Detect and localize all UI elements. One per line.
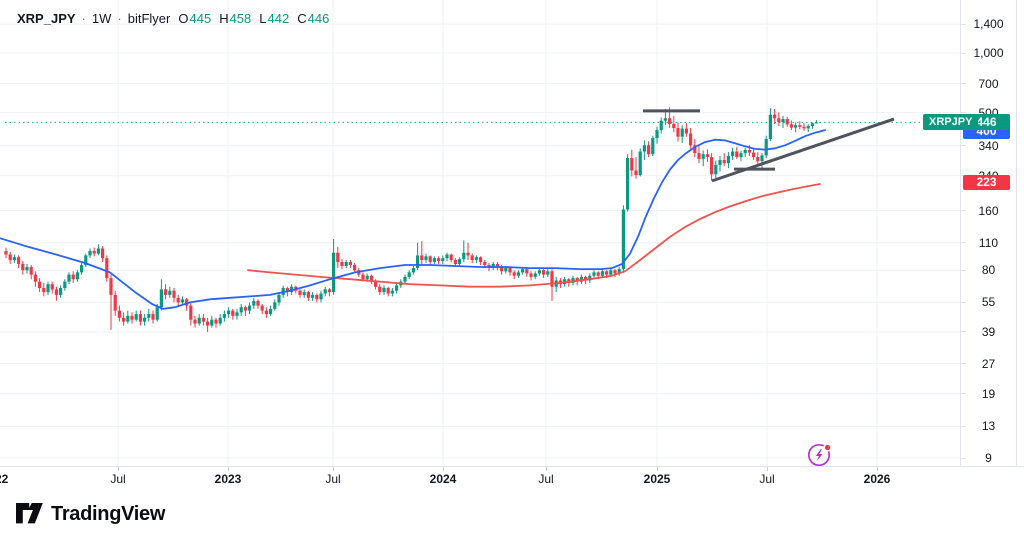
price-axis[interactable]: 2,0001,4001,0007005003402401601108055392…	[960, 0, 1017, 466]
time-axis-tick-mark	[118, 467, 119, 471]
grid-lines	[0, 0, 960, 466]
tradingview-wordmark: TradingView	[51, 503, 166, 525]
price-axis-label: 13	[981, 419, 996, 434]
time-axis-tick-mark	[546, 467, 547, 471]
lightning-icon	[807, 443, 832, 467]
ohlc-low: L 442	[259, 11, 290, 26]
time-axis-label: Jul	[538, 472, 554, 486]
flash-events-icon[interactable]	[806, 441, 834, 469]
time-axis[interactable]: 2022 Jul 2023 Jul 2024 Jul 2025 Jul 2026	[0, 466, 1024, 491]
price-axis-tick-mark	[961, 425, 966, 427]
time-axis-label: Jul	[110, 472, 126, 486]
price-axis-label: 9	[985, 451, 992, 466]
price-axis-label: 39	[981, 324, 996, 339]
price-axis-tick-mark	[961, 363, 966, 365]
time-axis-tick-mark	[228, 467, 229, 471]
time-axis-tick-mark	[443, 467, 444, 471]
time-axis-tick-mark	[333, 467, 334, 471]
time-axis-label: Jul	[325, 472, 341, 486]
chart-interval[interactable]: 1W	[91, 11, 112, 26]
price-axis-tick-mark	[961, 112, 966, 114]
price-axis-tick-mark	[961, 242, 966, 244]
ohlc-high: H 458	[219, 11, 252, 26]
ohlc-close: C 446	[297, 11, 330, 26]
time-axis-tick-mark	[877, 467, 878, 471]
time-axis-label: 2025	[643, 472, 671, 486]
time-axis-tick-mark	[657, 467, 658, 471]
tradingview-logo[interactable]: TradingView	[16, 503, 165, 526]
price-axis-label: 55	[981, 295, 996, 310]
time-axis-label: 2022	[0, 472, 9, 486]
time-axis-label: 2023	[214, 472, 242, 486]
red-ma-value-badge: 223	[963, 174, 1010, 190]
price-chart-pane[interactable]	[0, 0, 960, 466]
legend-separator: ·	[117, 11, 122, 26]
price-axis-tick-mark	[961, 23, 966, 25]
price-axis-tick-mark	[961, 52, 966, 54]
candles-layer	[4, 107, 819, 332]
price-axis-tick-mark	[961, 301, 966, 303]
chart-legend: XRP_JPY · 1W · bitFlyer O 445 H 458 L 44…	[17, 11, 329, 26]
time-axis-tick-mark	[767, 467, 768, 471]
price-axis-tick-mark	[961, 393, 966, 395]
blue-ma-line	[0, 129, 826, 310]
price-axis-tick-mark	[961, 331, 966, 333]
tradingview-logo-mark	[16, 503, 43, 524]
price-axis-tick-mark	[961, 83, 966, 85]
price-axis-label: 1,000	[973, 46, 1004, 60]
price-axis-tick-mark	[961, 269, 966, 271]
price-axis-label: 27	[981, 356, 996, 371]
price-axis-label: 1,400	[973, 17, 1004, 32]
price-axis-label: 19	[981, 386, 996, 401]
price-axis-label: 160	[978, 203, 999, 218]
footer-bar: TradingView	[0, 490, 1024, 546]
trend-drawings[interactable]	[643, 109, 895, 183]
time-axis-label: Jul	[759, 472, 775, 486]
exchange-name: bitFlyer	[127, 11, 171, 26]
symbol-price-label: XRPJPY	[923, 114, 979, 131]
price-axis-label: 110	[978, 235, 999, 250]
candlestick-chart	[0, 0, 960, 466]
price-axis-tick-mark	[961, 145, 966, 147]
time-axis-label: 2024	[429, 472, 457, 486]
red-ma-line	[247, 183, 821, 288]
price-axis-label: 340	[978, 138, 999, 153]
price-axis-tick-mark	[961, 457, 966, 459]
price-axis-label: 80	[981, 263, 996, 278]
symbol-name[interactable]: XRP_JPY	[17, 11, 76, 26]
legend-separator: ·	[81, 11, 86, 26]
ohlc-open: O 445	[178, 11, 212, 26]
time-axis-label: 2026	[863, 472, 891, 486]
price-axis-tick-mark	[961, 210, 966, 212]
price-axis-label: 700	[978, 76, 999, 91]
